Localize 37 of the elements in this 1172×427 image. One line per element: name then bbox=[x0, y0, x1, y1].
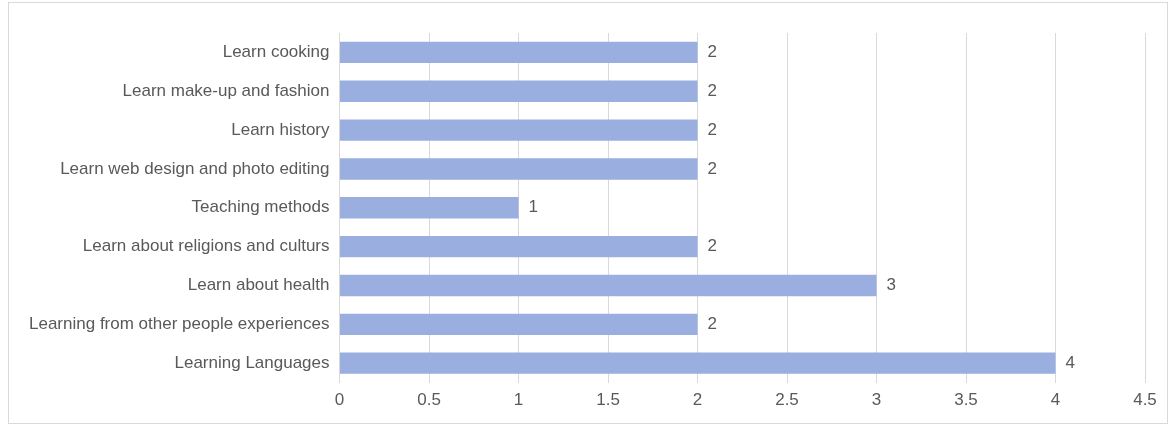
data-label: 2 bbox=[707, 119, 717, 139]
y-tick-label: Learning from other people experiences bbox=[28, 314, 330, 334]
x-tick-label: 2.5 bbox=[775, 390, 799, 410]
data-label: 3 bbox=[886, 275, 896, 295]
data-label: 2 bbox=[707, 314, 717, 334]
y-tick-label: Teaching methods bbox=[191, 197, 330, 217]
data-label: 2 bbox=[707, 80, 717, 100]
bar bbox=[340, 158, 698, 180]
bar bbox=[340, 274, 877, 297]
bar bbox=[340, 41, 698, 64]
y-tick-label: Learn about religions and culturs bbox=[82, 236, 330, 256]
x-tick-label: 1 bbox=[513, 390, 524, 410]
y-tick-label: Learn history bbox=[231, 119, 331, 139]
data-label: 2 bbox=[707, 158, 717, 178]
bar bbox=[340, 80, 698, 102]
x-tick-label: 2 bbox=[692, 390, 703, 410]
y-tick-label: Learn make-up and fashion bbox=[122, 80, 330, 100]
y-tick-label: Learn web design and photo editing bbox=[60, 158, 330, 178]
y-tick-label: Learning Languages bbox=[174, 352, 330, 372]
data-label: 2 bbox=[707, 42, 717, 62]
bar bbox=[340, 313, 698, 336]
x-tick-label: 4.5 bbox=[1133, 390, 1157, 410]
bar bbox=[340, 352, 1056, 374]
x-tick-label: 0 bbox=[334, 390, 345, 410]
x-tick-label: 1.5 bbox=[596, 390, 620, 410]
y-tick-label: Learn cooking bbox=[222, 42, 330, 62]
bar bbox=[340, 235, 698, 258]
data-label: 4 bbox=[1065, 352, 1075, 372]
data-label: 1 bbox=[528, 197, 538, 217]
x-tick-label: 3 bbox=[871, 390, 882, 410]
data-label: 2 bbox=[707, 236, 717, 256]
x-tick-label: 4 bbox=[1050, 390, 1061, 410]
y-tick-label: Learn about health bbox=[187, 275, 330, 295]
x-tick-label: 3.5 bbox=[954, 390, 978, 410]
bar bbox=[340, 119, 698, 141]
x-tick-label: 0.5 bbox=[417, 390, 441, 410]
bar bbox=[340, 197, 519, 219]
